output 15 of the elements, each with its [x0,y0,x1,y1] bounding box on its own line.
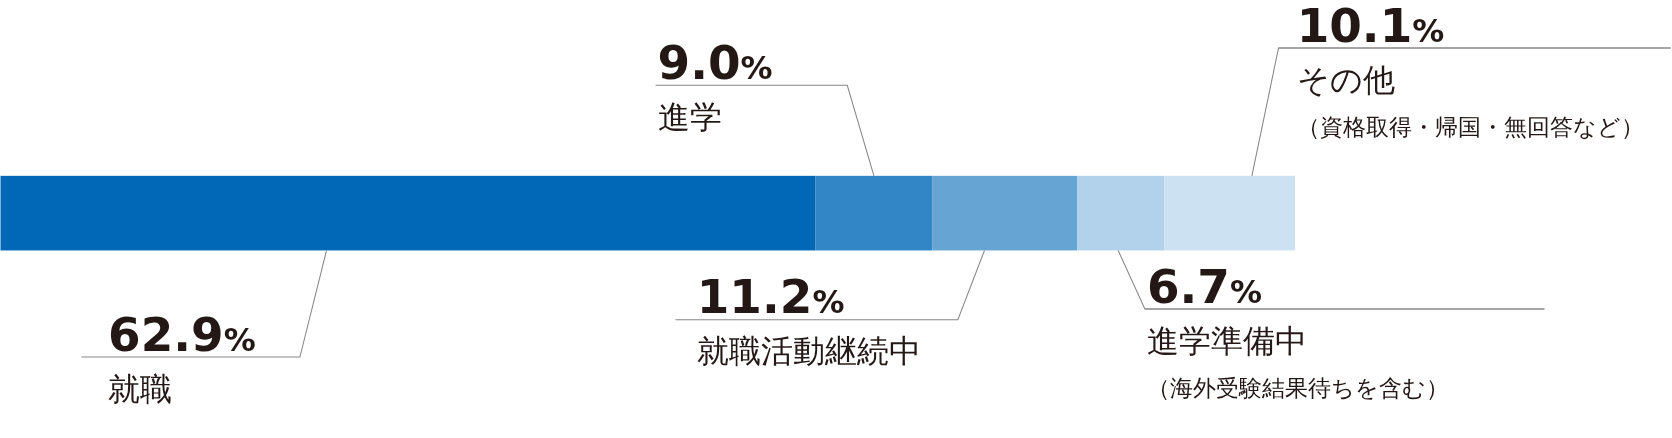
bar [1077,175,1165,251]
bar [932,175,1078,251]
data-label: 62.9% [108,306,256,362]
text: 就職 [108,369,173,408]
text: 進学準備中（海外受験結果待ちを含む） [1146,321,1449,403]
text: 就職活動継続中 [696,332,921,371]
data-label: 6.7% [1146,258,1263,314]
data-label: 11.2% [696,269,845,325]
data-label: 9.0% [657,34,773,90]
series-label: その他（資格取得・帰国・無回答など） [1296,60,1644,142]
bar [0,175,816,251]
data-label: 10.1% [1296,0,1445,53]
bar [815,175,933,251]
text: 進学 [657,97,722,136]
bar [1164,175,1296,251]
